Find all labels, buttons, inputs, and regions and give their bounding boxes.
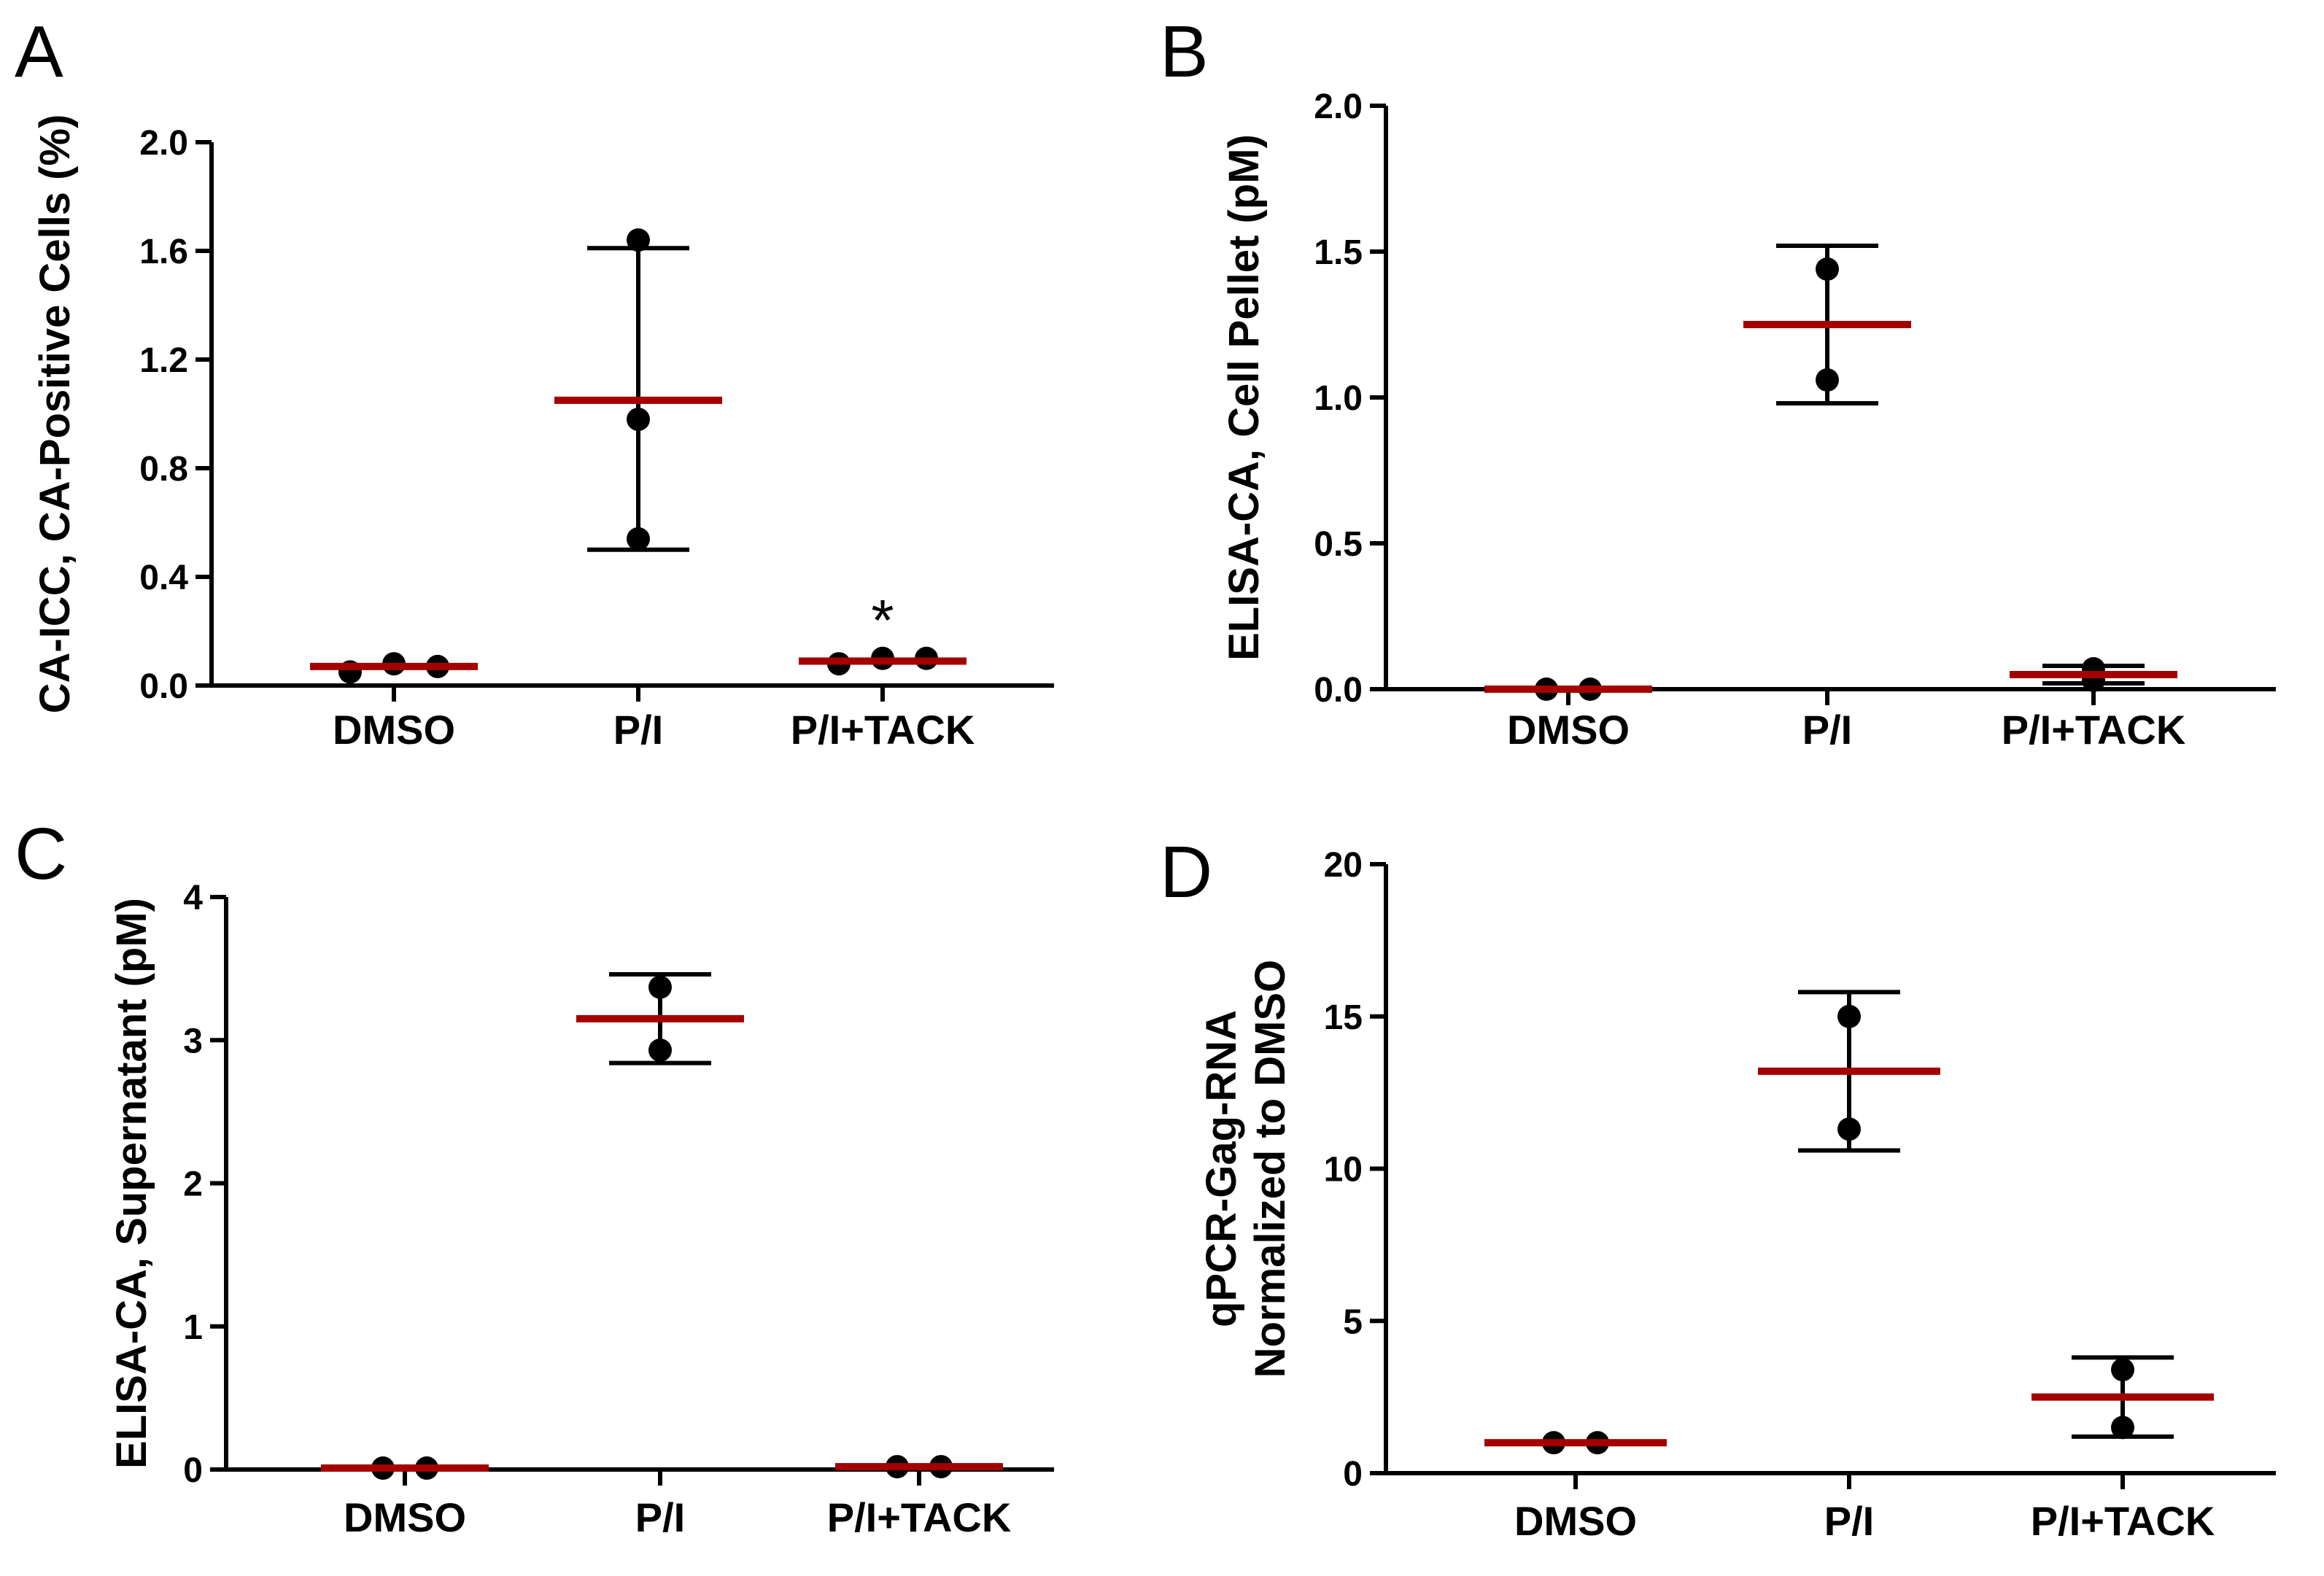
x-tick-label: P/I (635, 1494, 685, 1540)
y-tick-label: 1.5 (1314, 233, 1363, 272)
y-tick-label: 2.0 (1314, 88, 1363, 126)
y-tick-label: 0.0 (139, 667, 188, 706)
x-tick-label: DMSO (344, 1494, 466, 1540)
y-axis-label: CA-ICC, CA-Positive Cells (%) (31, 114, 79, 714)
x-tick-label: P/I+TACK (791, 707, 975, 753)
data-point (1816, 257, 1839, 281)
panel-letter-a: A (15, 11, 63, 93)
x-tick-label: P/I+TACK (827, 1494, 1012, 1540)
x-tick-label: P/I+TACK (2031, 1498, 2215, 1544)
x-tick-label: P/I (1802, 707, 1852, 753)
x-tick-label: P/I+TACK (2002, 707, 2186, 753)
y-tick-label: 1 (183, 1308, 203, 1347)
y-axis-label-line: Normalized to DMSO (1247, 960, 1294, 1378)
y-tick-label: 0.0 (1314, 671, 1363, 710)
data-point (2111, 1358, 2134, 1382)
x-tick-label: DMSO (333, 707, 455, 753)
y-tick-label: 10 (1324, 1151, 1363, 1189)
data-point (627, 228, 650, 252)
panel-d: D 0 5 10 15 20 DMSO P/I P/I+TACK qPCR-Gag-RNANor… (1160, 831, 2276, 1544)
data-point (627, 407, 650, 431)
y-tick-label: 0.8 (139, 450, 188, 489)
data-point (2111, 1416, 2134, 1440)
y-axis-label-line: qPCR-Gag-RNA (1198, 1010, 1245, 1327)
panel-letter-c: C (15, 813, 67, 895)
data-point (648, 1038, 672, 1062)
y-axis-label: ELISA-CA, Cell Pellet (pM) (1220, 134, 1268, 661)
panel-c: C 0 1 2 3 4 DMSO P/I P/I+TACK ELISA-CA, Supernat… (15, 813, 1054, 1540)
y-tick-label: 1.2 (139, 341, 188, 380)
y-tick-label: 4 (183, 879, 203, 917)
y-tick-label: 15 (1324, 998, 1363, 1037)
y-tick-label: 5 (1343, 1303, 1363, 1341)
data-point (1837, 1117, 1861, 1141)
panel-a: A 0.0 0.4 0.8 1.2 1.6 2.0 DMSO P/I P/I+TACK CA-IC… (15, 11, 1054, 753)
significance-marker: * (871, 588, 894, 653)
y-tick-label: 0.5 (1314, 525, 1363, 564)
panel-letter-b: B (1160, 11, 1209, 93)
data-point (1837, 1004, 1861, 1028)
y-axis-label: ELISA-CA, Supernatant (pM) (108, 898, 155, 1469)
x-tick-label: DMSO (1514, 1498, 1637, 1544)
x-tick-label: DMSO (1507, 707, 1630, 753)
panel-b: B 0.0 0.5 1.0 1.5 2.0 DMSO P/I P/I+TACK ELISA-CA… (1160, 11, 2276, 753)
y-tick-label: 1.6 (139, 233, 188, 271)
y-tick-label: 2.0 (139, 124, 188, 163)
y-tick-label: 1.0 (1314, 379, 1363, 418)
x-tick-label: P/I (613, 707, 663, 753)
panel-letter-d: D (1160, 831, 1212, 913)
data-point (627, 527, 650, 551)
y-tick-label: 3 (183, 1022, 203, 1060)
y-tick-label: 2 (183, 1165, 203, 1204)
x-tick-label: P/I (1824, 1498, 1874, 1544)
y-tick-label: 0 (1343, 1455, 1363, 1494)
y-tick-label: 0.4 (139, 559, 188, 597)
y-axis-label: qPCR-Gag-RNANormalized to DMSO (1198, 960, 1294, 1378)
data-point (1816, 368, 1839, 392)
y-tick-label: 20 (1324, 846, 1363, 885)
y-tick-label: 0 (183, 1451, 203, 1490)
data-point (648, 975, 672, 999)
